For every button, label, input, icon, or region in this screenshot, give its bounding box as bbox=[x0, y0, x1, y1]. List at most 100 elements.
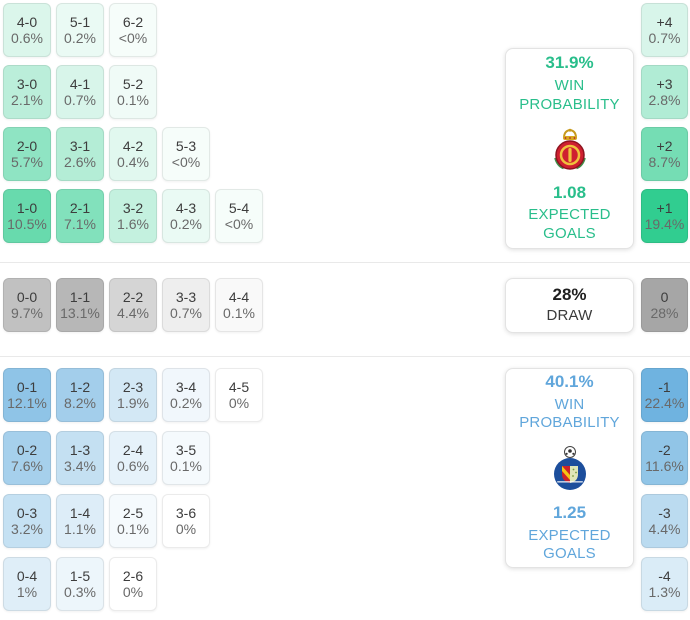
goal-margin-probability: 4.4% bbox=[648, 521, 681, 537]
goal-margin-probability: 22.4% bbox=[644, 395, 685, 411]
goal-margin-label: +1 bbox=[656, 200, 673, 216]
scoreline: 4-2 bbox=[122, 138, 144, 154]
scoreline-probability: 8.2% bbox=[64, 395, 96, 411]
scoreline-probability: 0.7% bbox=[64, 92, 96, 108]
scoreline: 3-3 bbox=[175, 289, 197, 305]
scoreline: 3-1 bbox=[69, 138, 91, 154]
section-divider bbox=[0, 356, 690, 357]
scoreline-probability: <0% bbox=[118, 30, 148, 46]
scoreline-cell: 2-0 5.7% bbox=[3, 127, 51, 181]
scoreline: 4-0 bbox=[16, 14, 38, 30]
scoreline-probability: 2.6% bbox=[64, 154, 96, 170]
scoreline-cell: 1-1 13.1% bbox=[56, 278, 104, 332]
scoreline-cell: 4-3 0.2% bbox=[162, 189, 210, 243]
scoreline-cell: 1-2 8.2% bbox=[56, 368, 104, 422]
goal-margin-probability: 2.8% bbox=[648, 92, 681, 108]
scoreline: 1-4 bbox=[69, 505, 91, 521]
scoreline: 3-4 bbox=[175, 379, 197, 395]
section-divider bbox=[0, 262, 690, 263]
goal-margin-label: -4 bbox=[658, 568, 671, 584]
scoreline-probability: 0.1% bbox=[223, 305, 255, 321]
scoreline-probability: 1.6% bbox=[117, 216, 149, 232]
scoreline-cell: 1-4 1.1% bbox=[56, 494, 104, 548]
away-score-row: 0-3 3.2% 1-4 1.1% 2-5 0.1% 3-6 0% bbox=[3, 494, 210, 548]
scoreline-probability: 0% bbox=[175, 521, 197, 537]
goal-margin-cell: +3 2.8% bbox=[641, 65, 688, 119]
away-win-probability-card: 40.1% WIN PROBABILITY 1.25 EXPECTED GOAL… bbox=[505, 368, 634, 568]
scoreline: 2-0 bbox=[16, 138, 38, 154]
home-score-row: 2-0 5.7% 3-1 2.6% 4-2 0.4% 5-3 <0% bbox=[3, 127, 210, 181]
goal-margin-label: -2 bbox=[658, 442, 671, 458]
scoreline-cell: 0-1 12.1% bbox=[3, 368, 51, 422]
home-expected-goals-value: 1.08 bbox=[552, 182, 587, 202]
scoreline-probability: 0.2% bbox=[64, 30, 96, 46]
goal-margin-label: -1 bbox=[658, 379, 671, 395]
scoreline: 3-2 bbox=[122, 200, 144, 216]
scoreline-cell: 4-5 0% bbox=[215, 368, 263, 422]
goal-margin-label: +3 bbox=[656, 76, 673, 92]
scoreline: 5-3 bbox=[175, 138, 197, 154]
scoreline-probability: 1% bbox=[16, 584, 38, 600]
scoreline: 4-1 bbox=[69, 76, 91, 92]
goal-margin-cell: -3 4.4% bbox=[641, 494, 688, 548]
scoreline-probability: 0.1% bbox=[117, 92, 149, 108]
goal-margin-probability: 8.7% bbox=[648, 154, 681, 170]
goal-margin-cell: +4 0.7% bbox=[641, 3, 688, 57]
scoreline-cell: 2-1 7.1% bbox=[56, 189, 104, 243]
scoreline-probability: 1.9% bbox=[117, 395, 149, 411]
scoreline-cell: 3-0 2.1% bbox=[3, 65, 51, 119]
scoreline: 5-2 bbox=[122, 76, 144, 92]
home-team-crest-icon bbox=[550, 127, 590, 173]
goal-margin-cell: -1 22.4% bbox=[641, 368, 688, 422]
scoreline: 2-2 bbox=[122, 289, 144, 305]
away-team-crest-icon bbox=[550, 445, 590, 493]
scoreline: 1-2 bbox=[69, 379, 91, 395]
scoreline-cell: 4-2 0.4% bbox=[109, 127, 157, 181]
scoreline-cell: 0-3 3.2% bbox=[3, 494, 51, 548]
scoreline-probability: 0.2% bbox=[170, 395, 202, 411]
scoreline-probability: 0.3% bbox=[64, 584, 96, 600]
scoreline-cell: 4-1 0.7% bbox=[56, 65, 104, 119]
scoreline: 3-5 bbox=[175, 442, 197, 458]
away-score-row: 0-2 7.6% 1-3 3.4% 2-4 0.6% 3-5 0.1% bbox=[3, 431, 210, 485]
scoreline-cell: 3-2 1.6% bbox=[109, 189, 157, 243]
scoreline-probability: 0.6% bbox=[11, 30, 43, 46]
scoreline-cell: 3-1 2.6% bbox=[56, 127, 104, 181]
scoreline-probability: 0.4% bbox=[117, 154, 149, 170]
scoreline: 1-3 bbox=[69, 442, 91, 458]
scoreline-cell: 3-3 0.7% bbox=[162, 278, 210, 332]
scoreline-cell: 3-4 0.2% bbox=[162, 368, 210, 422]
scoreline-probability: 2.1% bbox=[11, 92, 43, 108]
home-win-probability-label: WIN PROBABILITY bbox=[519, 77, 620, 113]
scoreline-cell: 6-2 <0% bbox=[109, 3, 157, 57]
scoreline-probability: 9.7% bbox=[11, 305, 43, 321]
home-score-row: 1-0 10.5% 2-1 7.1% 3-2 1.6% 4-3 0.2% 5-4… bbox=[3, 189, 263, 243]
scoreline: 0-3 bbox=[16, 505, 38, 521]
draw-probability-value: 28% bbox=[552, 285, 587, 305]
scoreline-probability: 0.7% bbox=[170, 305, 202, 321]
scoreline: 4-4 bbox=[228, 289, 250, 305]
scoreline-cell: 0-0 9.7% bbox=[3, 278, 51, 332]
scoreline-probability: 12.1% bbox=[7, 395, 47, 411]
scoreline: 4-5 bbox=[228, 379, 250, 395]
away-expected-goals-label: EXPECTED GOALS bbox=[528, 526, 611, 563]
scoreline-probability: 4.4% bbox=[117, 305, 149, 321]
scoreline: 3-6 bbox=[175, 505, 197, 521]
goal-margin-probability: 28% bbox=[650, 305, 679, 321]
home-score-row: 3-0 2.1% 4-1 0.7% 5-2 0.1% bbox=[3, 65, 157, 119]
scoreline: 2-1 bbox=[69, 200, 91, 216]
goal-margin-label: -3 bbox=[658, 505, 671, 521]
scoreline-probability: 0.2% bbox=[170, 216, 202, 232]
scoreline-cell: 4-4 0.1% bbox=[215, 278, 263, 332]
scoreline: 6-2 bbox=[122, 14, 144, 30]
scoreline: 1-0 bbox=[16, 200, 38, 216]
goal-margin-label: +4 bbox=[656, 14, 673, 30]
scoreline: 3-0 bbox=[16, 76, 38, 92]
goal-margin-cell: +1 19.4% bbox=[641, 189, 688, 243]
scoreline-cell: 2-2 4.4% bbox=[109, 278, 157, 332]
goal-margin-probability: 19.4% bbox=[644, 216, 685, 232]
scoreline-cell: 2-4 0.6% bbox=[109, 431, 157, 485]
scoreline: 0-0 bbox=[16, 289, 38, 305]
goal-margin-probability: 0.7% bbox=[648, 30, 681, 46]
scoreline-cell: 2-3 1.9% bbox=[109, 368, 157, 422]
